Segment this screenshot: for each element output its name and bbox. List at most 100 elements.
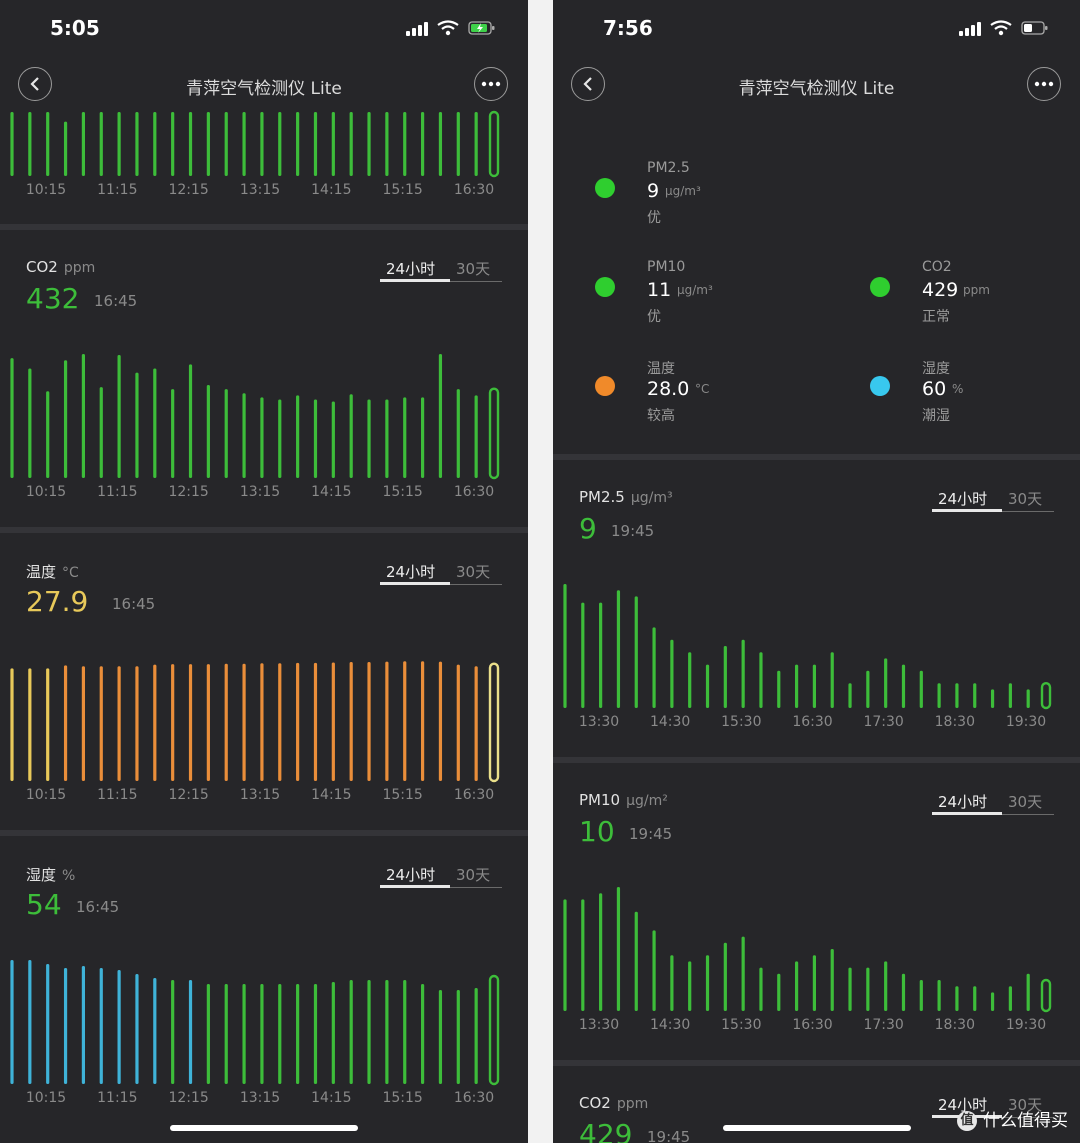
- metric-unit: %: [952, 382, 964, 396]
- status-bar: 7:56: [553, 0, 1080, 58]
- bar: [403, 397, 407, 478]
- range-tabs: 24小时 30天: [932, 791, 1054, 815]
- x-tick-label: 19:30: [1005, 1017, 1047, 1033]
- x-axis-labels: 10:15 11:15 12:15 13:15 14:15 15:15 16:30: [0, 182, 528, 200]
- bar: [278, 663, 282, 781]
- nav-title: 青萍空气检测仪 Lite: [186, 79, 342, 99]
- bar: [848, 683, 852, 708]
- bar: [349, 112, 353, 176]
- x-tick-label: 16:30: [792, 1017, 833, 1033]
- bar: [206, 112, 210, 176]
- tab-30d[interactable]: 30天: [456, 260, 491, 278]
- bar-chart: [10, 661, 500, 783]
- tab-24h[interactable]: 24小时: [386, 260, 436, 278]
- x-tick-label: 14:15: [311, 182, 352, 198]
- back-button[interactable]: [571, 67, 605, 101]
- tab-30d[interactable]: 30天: [456, 563, 491, 581]
- bar: [313, 984, 318, 1084]
- tab-underline: [1002, 1117, 1054, 1118]
- bar: [99, 112, 103, 176]
- bar: [171, 980, 175, 1084]
- tab-30d[interactable]: 30天: [1008, 490, 1043, 508]
- bar: [296, 984, 300, 1084]
- metric-status: 优: [647, 210, 661, 226]
- tab-30d[interactable]: 30天: [1008, 1096, 1043, 1114]
- more-button[interactable]: [474, 67, 508, 101]
- x-tick-label: 14:15: [311, 787, 352, 803]
- section-unit: ppm: [63, 260, 96, 276]
- home-indicator[interactable]: [723, 1125, 911, 1131]
- metric-status: 较高: [647, 408, 675, 424]
- metric-status: 正常: [922, 309, 950, 325]
- bar: [242, 112, 246, 176]
- bar: [937, 683, 941, 708]
- current-bar: [488, 974, 500, 1086]
- bar: [117, 970, 121, 1084]
- bar: [456, 112, 460, 176]
- current-bar: [488, 662, 500, 783]
- x-tick-label: 11:15: [97, 182, 138, 198]
- bar: [171, 664, 175, 781]
- x-tick-label: 13:30: [578, 714, 620, 730]
- wifi-icon: [990, 20, 1012, 36]
- bar: [117, 355, 121, 478]
- tab-24h[interactable]: 24小时: [938, 1096, 988, 1114]
- battery-charging-icon: [468, 21, 495, 35]
- home-indicator[interactable]: [170, 1125, 358, 1131]
- bar: [848, 967, 852, 1011]
- status-time: 5:05: [50, 16, 100, 40]
- back-button[interactable]: [18, 67, 52, 101]
- bar: [705, 955, 710, 1011]
- metric-value: 9: [647, 180, 660, 202]
- metric-value: 28.0: [647, 378, 690, 400]
- bar: [812, 955, 817, 1011]
- more-button[interactable]: [1027, 67, 1061, 101]
- section-divider: [553, 1060, 1080, 1066]
- bar: [206, 385, 210, 478]
- metric-value: 11: [647, 279, 672, 301]
- x-tick-label: 15:15: [382, 1090, 423, 1106]
- bar: [313, 662, 318, 781]
- bar: [153, 112, 157, 176]
- bar: [1026, 973, 1030, 1011]
- bar: [830, 652, 834, 708]
- section-title-text: CO2: [579, 1094, 611, 1112]
- bar: [46, 391, 50, 478]
- bar: [937, 980, 941, 1011]
- x-axis-labels: 10:15 11:15 12:15 13:15 14:15 15:15 16:30: [0, 1090, 528, 1108]
- bar: [296, 112, 300, 176]
- bar: [188, 980, 193, 1084]
- bar: [474, 395, 478, 478]
- bar: [385, 661, 389, 781]
- bar: [117, 666, 121, 781]
- x-tick-label: 12:15: [168, 787, 209, 803]
- bar: [260, 663, 264, 781]
- metric-name: PM2.5: [647, 160, 690, 176]
- bar: [794, 961, 799, 1011]
- co2-section: CO2 ppm 24小时 30天 429 19:45: [553, 1066, 1080, 1143]
- tab-underline: [1002, 511, 1054, 512]
- bar: [10, 358, 14, 478]
- section-title: CO2 ppm: [26, 258, 95, 276]
- bar: [188, 664, 193, 781]
- bar: [28, 668, 32, 781]
- value-time: 19:45: [629, 825, 673, 843]
- range-tabs: 24小时 30天: [380, 864, 502, 888]
- tab-underline: [450, 887, 502, 888]
- x-axis-labels: 13:30 14:30 15:30 16:30 17:30 18:30 19:30: [553, 714, 1080, 732]
- section-unit: %: [62, 868, 76, 884]
- bar: [296, 662, 300, 781]
- tab-30d[interactable]: 30天: [1008, 793, 1043, 811]
- previous-bar-chart: [10, 110, 500, 178]
- bar: [670, 639, 674, 708]
- bar: [1008, 683, 1012, 708]
- bar: [919, 670, 923, 708]
- metric-unit: °C: [695, 382, 710, 396]
- tab-24h[interactable]: 24小时: [386, 866, 436, 884]
- nav-bar: 青萍空气检测仪 Lite: [0, 62, 528, 106]
- tab-24h[interactable]: 24小时: [386, 563, 436, 581]
- tab-30d[interactable]: 30天: [456, 866, 491, 884]
- tab-24h[interactable]: 24小时: [938, 490, 988, 508]
- tab-24h[interactable]: 24小时: [938, 793, 988, 811]
- section-unit: °C: [62, 565, 79, 581]
